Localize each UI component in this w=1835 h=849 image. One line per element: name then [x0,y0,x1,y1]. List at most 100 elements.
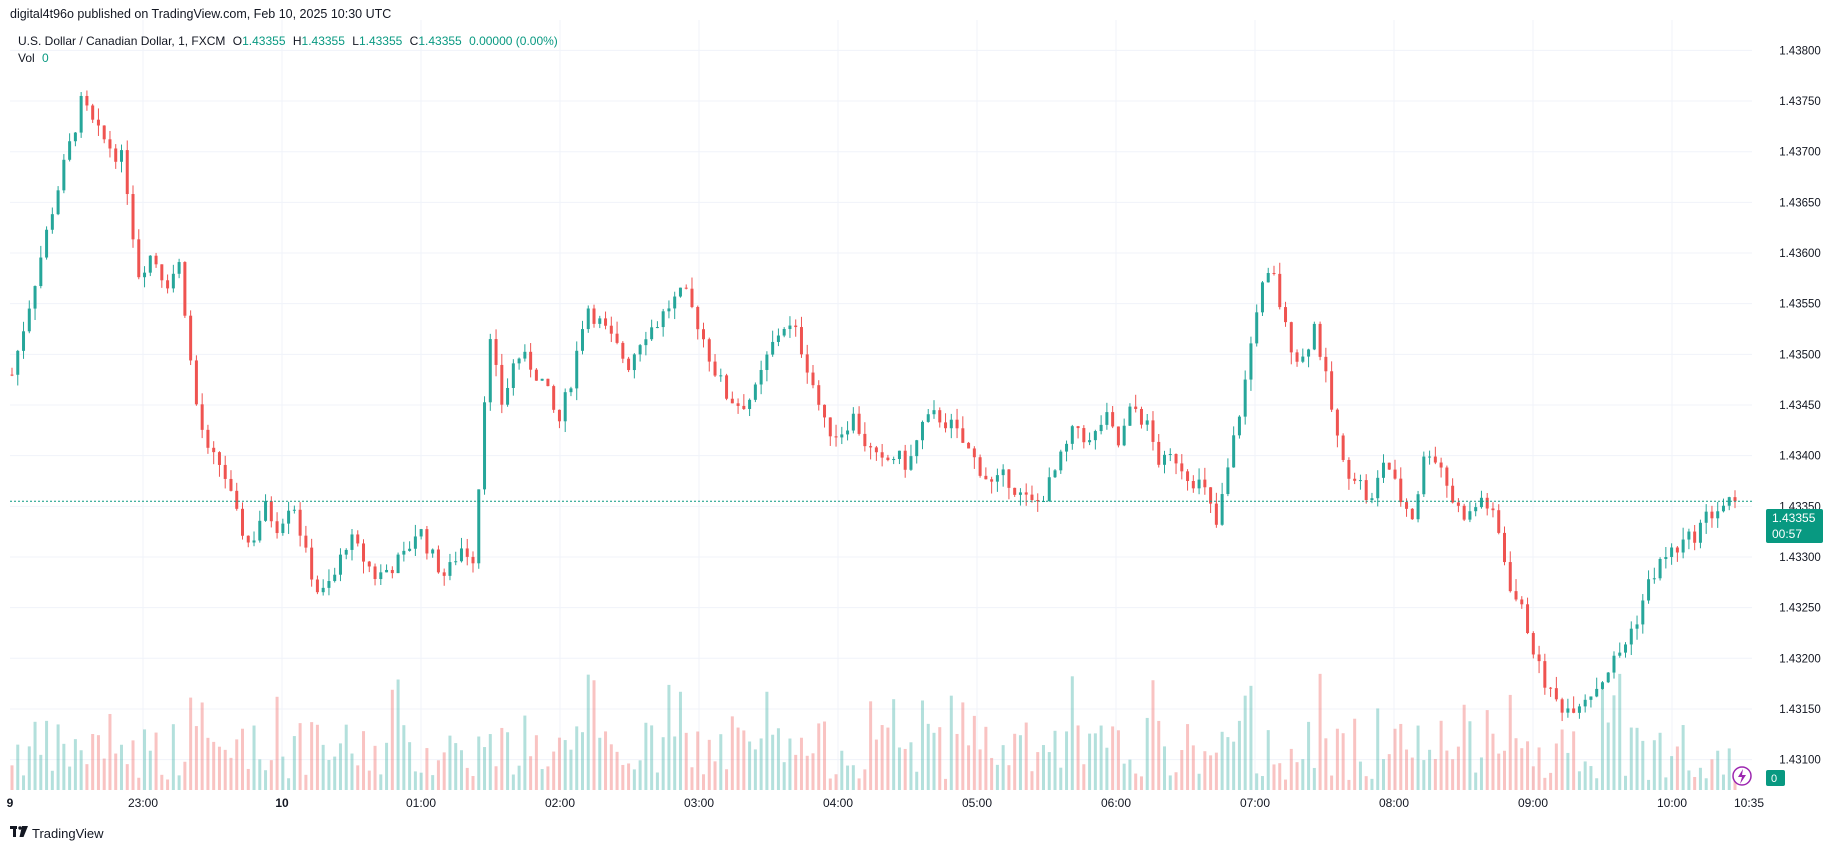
candle-body [1249,343,1253,380]
volume-bar [1220,731,1224,790]
close-value: 1.43355 [418,34,462,48]
time-axis[interactable]: 9 23:00 10 01:00 02:00 03:00 04:00 05:00 06:00 07… [7,796,1765,810]
volume-bar [644,722,648,790]
time-tick-label: 01:00 [406,796,436,810]
candle-body [137,239,141,278]
candle-body [1099,424,1103,432]
volume-bar [949,695,953,790]
volume-bar [1099,725,1103,790]
volume-bar [166,779,170,790]
volume-bar [73,739,77,790]
candle-body [16,350,20,375]
volume-bar [304,774,308,790]
volume-bar [1560,729,1564,790]
volume-bar [1595,778,1599,790]
volume-bar [1272,764,1276,790]
volume-bar [1629,727,1633,790]
volume-bar [1704,778,1708,790]
candle-body [1727,497,1731,506]
candle-body [442,572,446,576]
candle-body [1145,420,1149,425]
candle-body [1082,428,1086,443]
candle-body [1387,462,1391,470]
low-label: L [352,34,359,48]
volume-bar [1070,676,1074,790]
candle-body [390,569,394,574]
candle-body [304,535,308,548]
volume-legend[interactable]: Vol 0 [18,51,53,65]
volume-bar [269,760,273,790]
volume-bar [217,746,221,790]
volume-bar [759,738,763,790]
candle-body [874,447,878,453]
candle-body [385,569,389,573]
candle-body [1243,379,1247,417]
volume-bar [1295,762,1299,790]
candle-body [944,422,948,429]
candle-body [465,548,469,557]
volume-bar [1180,750,1184,790]
volume-bar [1693,776,1697,790]
volume-bar [1462,704,1466,790]
time-tick-label: 10 [275,796,289,810]
volume-bar [1606,722,1610,790]
volume-bar [1716,750,1720,790]
price-axis[interactable]: 1.43800 1.43750 1.43700 1.43650 1.43600 1.435… [1779,45,1821,766]
volume-bar [39,754,43,790]
candle-body [1070,426,1074,444]
volume-bar [1053,730,1057,790]
symbol-name[interactable]: U.S. Dollar / Canadian Dollar, 1, FXCM [18,34,226,48]
lightning-icon[interactable] [1732,766,1752,786]
candle-body [1255,312,1259,344]
candle-body [1220,494,1224,525]
volume-bar [379,774,383,790]
candle-body [1260,282,1264,313]
volume-bar [1675,746,1679,790]
candle-body [1330,371,1334,410]
candle-body [840,434,844,438]
volume-bar [828,778,832,790]
candle-body [119,150,123,162]
volume-bar [1537,747,1541,790]
volume-bar [1116,730,1120,790]
volume-bar [540,769,544,790]
candle-body [1716,511,1720,519]
time-tick-label: 09:00 [1518,796,1548,810]
candle-body [765,354,769,370]
volume-bar [56,724,60,790]
candle-body [1122,425,1126,446]
candle-body [1462,505,1466,520]
symbol-legend[interactable]: U.S. Dollar / Canadian Dollar, 1, FXCM O… [18,34,562,48]
candle-body [569,388,573,393]
volume-tag-box [1766,770,1785,786]
volume-bar [972,715,976,790]
candle-body [886,457,890,461]
candle-body [402,550,406,555]
volume-bar [252,725,256,790]
candle-body [776,335,780,342]
candle-body [436,549,440,573]
volume-bar [926,723,930,790]
volume-bar [459,750,463,790]
volume-bars [10,673,1737,790]
volume-bar [920,700,924,790]
candle-body [1370,498,1374,500]
volume-bar [903,748,907,790]
candle-body [269,501,273,522]
candle-body [1180,463,1184,472]
candle-body [1209,487,1213,504]
volume-bar [1710,759,1714,790]
volume-bar [1266,730,1270,790]
candle-body [1641,600,1645,625]
candle-body [1364,480,1368,500]
volume-bar [1405,749,1409,790]
candle-body [517,358,521,364]
footer-brand[interactable]: TradingView [10,825,104,841]
volume-bar [1589,766,1593,790]
volume-bar [114,753,118,790]
candle-body [678,287,682,297]
candle-body [131,194,135,240]
candle-body [431,549,435,554]
candle-body [557,409,561,422]
